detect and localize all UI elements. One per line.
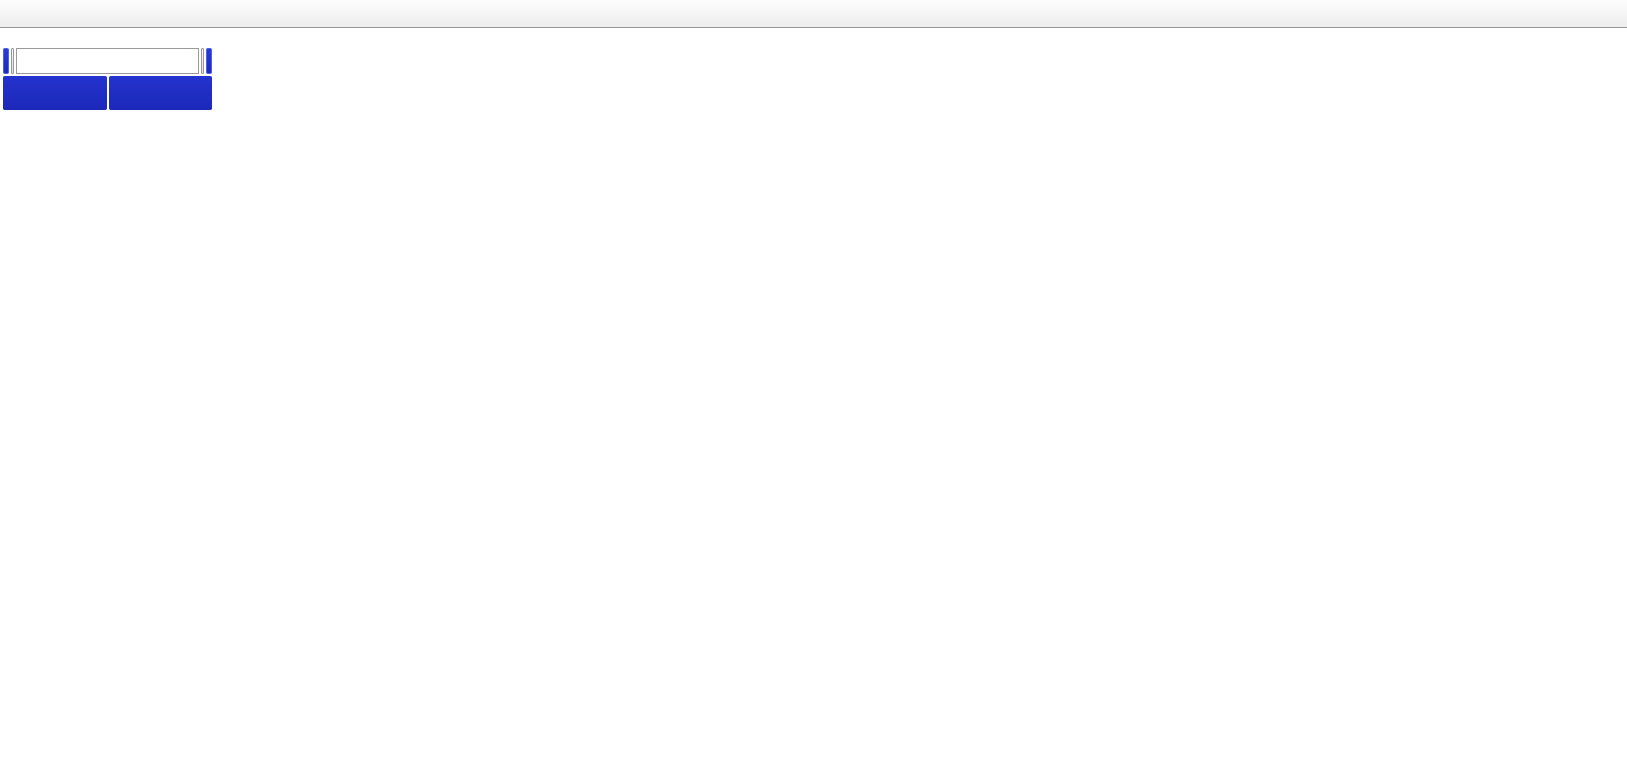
volume-increase-button[interactable] xyxy=(201,48,205,74)
volume-decrease-button[interactable] xyxy=(10,48,14,74)
sell-price[interactable] xyxy=(3,76,107,110)
buy-button[interactable] xyxy=(206,48,212,74)
one-click-trade-panel xyxy=(3,48,212,110)
sell-button[interactable] xyxy=(3,48,9,74)
buy-price[interactable] xyxy=(108,76,212,110)
symbol-header[interactable] xyxy=(5,32,9,44)
toolbar xyxy=(0,0,1627,28)
volume-input[interactable] xyxy=(16,48,199,74)
